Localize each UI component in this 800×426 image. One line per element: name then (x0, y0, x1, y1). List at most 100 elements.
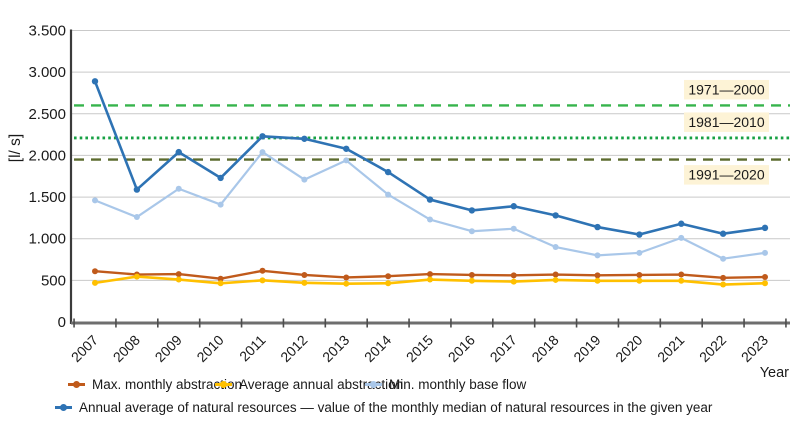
data-point-annual-average-of-natural-resources-2022 (719, 230, 727, 237)
data-point-min-monthly-base-flow-2015 (427, 216, 433, 223)
data-point-min-monthly-base-flow-2012 (301, 176, 308, 183)
x-tick-label: 2013 (319, 332, 352, 365)
reference-label-1981—2010: 1981—2010 (688, 114, 765, 130)
y-tick-label: 2.000 (28, 147, 66, 164)
data-point-average-annual-abstraction-2014 (385, 280, 392, 287)
legend-dot-icon (220, 380, 227, 388)
legend-label: Annual average of natural resources — va… (79, 400, 713, 415)
data-point-max-monthly-abstraction-2014 (385, 273, 392, 280)
y-tick-label: 2.500 (28, 106, 66, 123)
data-point-max-monthly-abstraction-2022 (720, 274, 727, 281)
y-tick-label: 1.000 (28, 231, 66, 248)
data-point-min-monthly-base-flow-2019 (594, 252, 601, 259)
x-tick-label: 2014 (361, 332, 394, 365)
y-tick-label: 1.500 (28, 189, 66, 206)
data-point-average-annual-abstraction-2015 (427, 276, 433, 283)
legend-item-average-annual-abstraction: Average annual abstraction (215, 377, 403, 392)
y-tick-label: 3.500 (28, 23, 66, 40)
x-tick-label: 2011 (236, 332, 269, 365)
legend-marker-annual-average-of-natural-resources (55, 403, 72, 411)
data-point-min-monthly-base-flow-2007 (92, 197, 98, 204)
x-tick-label: 2023 (738, 332, 771, 365)
data-point-annual-average-of-natural-resources-2009 (175, 148, 182, 156)
data-point-max-monthly-abstraction-2019 (594, 272, 601, 279)
data-point-annual-average-of-natural-resources-2015 (426, 196, 434, 203)
data-point-min-monthly-base-flow-2018 (552, 244, 559, 251)
data-point-min-monthly-base-flow-2008 (133, 214, 140, 221)
legend-item-max-monthly-abstraction: Max. monthly abstraction (68, 377, 242, 392)
data-point-min-monthly-base-flow-2009 (175, 185, 182, 192)
data-point-max-monthly-abstraction-2017 (510, 272, 517, 279)
legend-dot-icon (73, 380, 80, 388)
x-tick-label: 2016 (445, 332, 478, 365)
x-tick-label: 2012 (277, 332, 310, 365)
x-tick-label: 2022 (696, 332, 729, 365)
data-point-annual-average-of-natural-resources-2017 (510, 203, 517, 210)
data-point-average-annual-abstraction-2022 (720, 281, 727, 288)
data-point-annual-average-of-natural-resources-2019 (594, 223, 601, 231)
data-point-annual-average-of-natural-resources-2014 (384, 168, 392, 176)
x-axis-title: Year (760, 365, 789, 381)
data-point-average-annual-abstraction-2019 (594, 277, 601, 284)
x-tick-label: 2017 (487, 332, 520, 365)
reference-label-bg-1991—2020 (684, 165, 769, 185)
data-point-annual-average-of-natural-resources-2011 (259, 133, 266, 140)
data-point-max-monthly-abstraction-2015 (427, 271, 433, 278)
x-tick-label: 2020 (612, 332, 645, 365)
data-point-average-annual-abstraction-2010 (217, 280, 224, 287)
reference-label-1991—2020: 1991—2020 (688, 167, 765, 183)
data-point-max-monthly-abstraction-2021 (678, 271, 685, 278)
data-point-max-monthly-abstraction-2010 (217, 275, 224, 282)
data-point-annual-average-of-natural-resources-2020 (636, 231, 643, 238)
legend-label: Average annual abstraction (239, 377, 404, 392)
x-tick-label: 2009 (152, 332, 185, 365)
legend-label: Max. monthly abstraction (92, 377, 243, 392)
reference-label-bg-1981—2010 (684, 112, 769, 132)
data-point-average-annual-abstraction-2020 (636, 277, 643, 284)
data-point-annual-average-of-natural-resources-2008 (133, 186, 141, 193)
legend-marker-average-annual-abstraction (215, 380, 232, 388)
legend-item-annual-average-of-natural-resources: Annual average of natural resources — va… (55, 400, 712, 415)
data-point-average-annual-abstraction-2013 (343, 280, 350, 287)
data-point-annual-average-of-natural-resources-2013 (343, 145, 350, 152)
data-point-max-monthly-abstraction-2013 (343, 274, 350, 281)
data-point-annual-average-of-natural-resources-2023 (761, 224, 769, 232)
legend: Max. monthly abstraction Average annual … (0, 374, 800, 424)
legend-marker-max-monthly-abstraction (68, 380, 85, 388)
data-point-max-monthly-abstraction-2012 (301, 271, 308, 278)
data-point-max-monthly-abstraction-2011 (259, 267, 266, 274)
data-point-annual-average-of-natural-resources-2016 (468, 207, 476, 214)
x-tick-label: 2007 (68, 332, 101, 365)
x-tick-label: 2010 (193, 332, 226, 365)
data-point-min-monthly-base-flow-2020 (636, 249, 643, 256)
data-point-annual-average-of-natural-resources-2018 (552, 212, 559, 219)
series-line-min-monthly-base-flow (93, 150, 767, 260)
legend-item-min-monthly-base-flow: Min. monthly base flow (365, 377, 526, 392)
data-point-min-monthly-base-flow-2021 (678, 234, 685, 241)
data-point-average-annual-abstraction-2023 (762, 280, 768, 287)
data-point-average-annual-abstraction-2009 (175, 276, 182, 283)
legend-marker-min-monthly-base-flow (365, 380, 382, 388)
data-point-min-monthly-base-flow-2013 (343, 157, 350, 164)
data-point-min-monthly-base-flow-2011 (259, 149, 266, 156)
x-tick-label: 2008 (110, 332, 143, 365)
data-point-average-annual-abstraction-2021 (678, 277, 685, 284)
data-point-max-monthly-abstraction-2009 (175, 271, 182, 278)
data-point-min-monthly-base-flow-2010 (217, 201, 224, 208)
legend-dot-icon (370, 380, 377, 388)
data-point-annual-average-of-natural-resources-2021 (678, 220, 685, 227)
x-tick-label: 2018 (528, 332, 561, 365)
data-point-max-monthly-abstraction-2020 (636, 271, 643, 278)
y-axis-title: [l/ s] (7, 134, 24, 162)
data-point-max-monthly-abstraction-2018 (552, 271, 559, 278)
data-point-min-monthly-base-flow-2016 (468, 228, 475, 235)
data-point-average-annual-abstraction-2016 (468, 277, 475, 284)
data-point-average-annual-abstraction-2011 (259, 277, 266, 284)
data-point-min-monthly-base-flow-2023 (762, 249, 768, 256)
data-point-max-monthly-abstraction-2007 (92, 268, 98, 275)
y-tick-label: 0 (58, 314, 66, 331)
data-point-annual-average-of-natural-resources-2012 (301, 135, 308, 142)
data-point-average-annual-abstraction-2018 (552, 276, 559, 283)
